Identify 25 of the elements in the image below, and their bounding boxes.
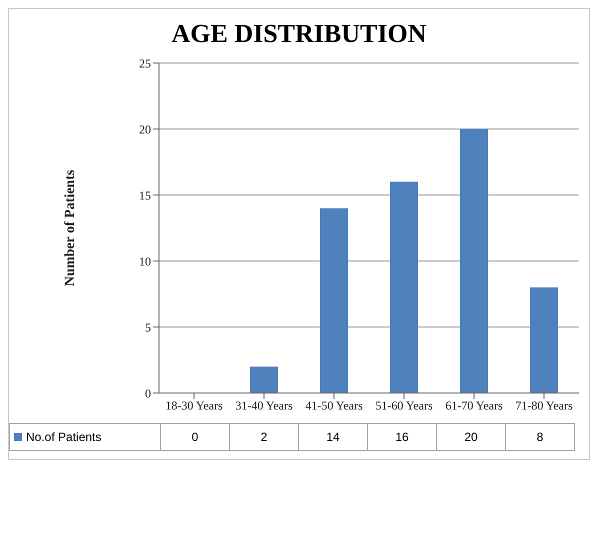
- chart-title: AGE DISTRIBUTION: [170, 18, 428, 50]
- y-tick-label: 5: [145, 320, 151, 334]
- y-tick-label: 20: [139, 122, 151, 136]
- bar: [390, 182, 418, 393]
- data-label: 8: [506, 424, 574, 450]
- y-tick-label: 10: [139, 254, 151, 268]
- x-tick-label: 71-80 Years: [515, 398, 573, 413]
- data-label: 2: [230, 424, 298, 450]
- y-tick-label: 0: [145, 386, 151, 400]
- y-axis-title: Number of Patients: [62, 169, 78, 286]
- data-label: 16: [368, 424, 436, 450]
- x-tick-label: 61-70 Years: [445, 398, 503, 413]
- y-tick-label: 25: [139, 56, 151, 70]
- x-tick-label: 51-60 Years: [375, 398, 433, 413]
- bar: [250, 366, 278, 393]
- bar: [460, 129, 488, 393]
- x-tick-label: 31-40 Years: [235, 398, 293, 413]
- x-tick-label: 18-30 Years: [165, 398, 223, 413]
- legend-label: No.of Patients: [25, 430, 102, 444]
- data-label: 14: [298, 424, 368, 450]
- y-tick-label: 15: [139, 188, 151, 202]
- bar: [530, 287, 558, 393]
- data-label: 20: [436, 424, 506, 450]
- bar: [320, 208, 348, 393]
- x-tick-label: 41-50 Years: [305, 398, 363, 413]
